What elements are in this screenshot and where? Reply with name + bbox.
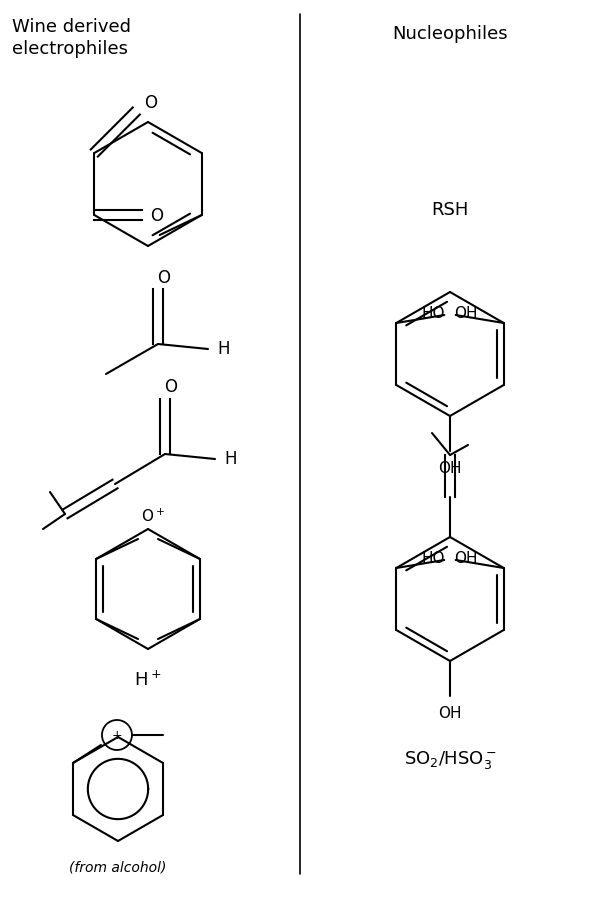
Text: H$^+$: H$^+$: [134, 670, 162, 689]
Text: OH: OH: [455, 306, 478, 321]
Text: (from alcohol): (from alcohol): [70, 860, 167, 874]
Text: O: O: [157, 269, 170, 286]
Text: O: O: [150, 207, 163, 225]
Text: OH: OH: [438, 461, 462, 476]
Text: SO$_2$/HSO$_3^-$: SO$_2$/HSO$_3^-$: [404, 749, 496, 770]
Text: Wine derived
electrophiles: Wine derived electrophiles: [12, 18, 131, 58]
Text: H: H: [218, 340, 230, 358]
Text: +: +: [112, 729, 122, 741]
Text: HO: HO: [422, 551, 445, 566]
Text: OH: OH: [438, 706, 462, 721]
Text: O: O: [164, 377, 178, 396]
Text: RSH: RSH: [431, 200, 469, 219]
Text: O: O: [144, 94, 157, 112]
Text: OH: OH: [455, 551, 478, 566]
Text: HO: HO: [422, 306, 445, 321]
Text: Nucleophiles: Nucleophiles: [392, 25, 508, 43]
Text: H: H: [225, 450, 237, 468]
Text: O$^+$: O$^+$: [141, 507, 165, 524]
